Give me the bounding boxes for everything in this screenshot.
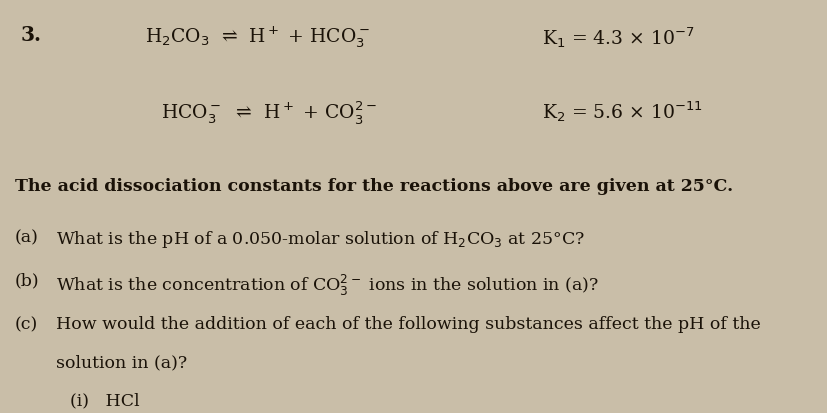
Text: What is the pH of a 0.050-molar solution of H$_2$CO$_3$ at 25°C?: What is the pH of a 0.050-molar solution…: [56, 229, 585, 250]
Text: solution in (a)?: solution in (a)?: [56, 354, 187, 371]
Text: 3.: 3.: [21, 25, 41, 45]
Text: HCO$_3^-$  ⇌  H$^+$ + CO$_3^{2-}$: HCO$_3^-$ ⇌ H$^+$ + CO$_3^{2-}$: [161, 99, 377, 126]
Text: K$_2$ = 5.6 × 10$^{-11}$: K$_2$ = 5.6 × 10$^{-11}$: [542, 99, 702, 124]
Text: What is the concentration of CO$_3^{2-}$ ions in the solution in (a)?: What is the concentration of CO$_3^{2-}$…: [56, 273, 599, 298]
Text: K$_1$ = 4.3 × 10$^{-7}$: K$_1$ = 4.3 × 10$^{-7}$: [542, 25, 694, 50]
Text: The acid dissociation constants for the reactions above are given at 25°C.: The acid dissociation constants for the …: [15, 178, 732, 195]
Text: (c): (c): [15, 316, 38, 333]
Text: How would the addition of each of the following substances affect the pH of the: How would the addition of each of the fo…: [56, 316, 760, 333]
Text: (a): (a): [15, 229, 39, 246]
Text: (i)   HCl: (i) HCl: [70, 392, 140, 409]
Text: H$_2$CO$_3$  ⇌  H$^+$ + HCO$_3^-$: H$_2$CO$_3$ ⇌ H$^+$ + HCO$_3^-$: [145, 25, 370, 50]
Text: (b): (b): [15, 273, 40, 290]
